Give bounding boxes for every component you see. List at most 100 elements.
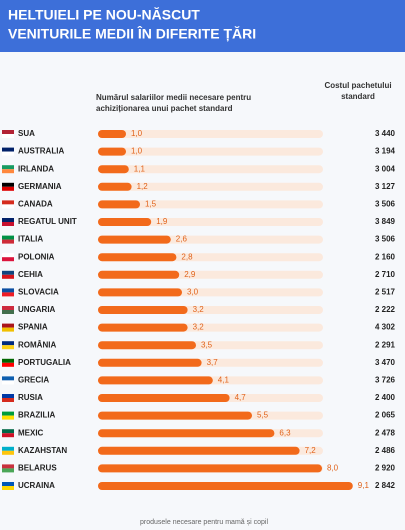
country-label: SUA: [18, 129, 35, 138]
value-label: 3,0: [187, 288, 199, 297]
value-header-box: Numărul salariilor medii necesare pentru…: [96, 93, 252, 113]
flag: [2, 464, 14, 469]
flag: [2, 482, 14, 486]
country-label: SPANIA: [18, 323, 48, 332]
flag: [2, 239, 14, 244]
country-label: REGATUL UNIT: [18, 217, 77, 226]
flag: [2, 200, 14, 205]
cost-label: 2 478: [375, 428, 396, 437]
country-label: CANADA: [18, 200, 53, 209]
cost-label: 2 400: [375, 393, 396, 402]
flag: [2, 270, 14, 275]
bar: [98, 253, 177, 262]
value-label: 9,1: [358, 481, 370, 490]
value-label: 4,7: [235, 393, 247, 402]
cost-header: Costul pachetului standard: [324, 81, 392, 101]
value-header: Numărul salariilor medii necesare pentru…: [96, 93, 252, 113]
country-label: RUSIA: [18, 393, 43, 402]
flag: [2, 362, 14, 367]
flag: [2, 130, 14, 134]
flag: [2, 433, 14, 438]
bar: [98, 130, 126, 138]
flag: [2, 182, 14, 187]
flag: [2, 429, 14, 434]
value-label: 3,5: [201, 340, 213, 349]
flag: [2, 450, 14, 455]
flag: [2, 327, 14, 332]
bar-track: [98, 147, 323, 156]
flag: [2, 341, 14, 346]
cost-label: 2 920: [375, 464, 396, 473]
flag: [2, 446, 14, 451]
flag: [2, 310, 14, 314]
flag: [2, 323, 14, 328]
cost-label: 3 440: [375, 129, 396, 138]
flag: [2, 486, 14, 490]
bar-track: [98, 130, 323, 138]
country-label: SLOVACIA: [18, 288, 59, 297]
cost-label: 2 065: [375, 411, 396, 420]
country-label: UCRAINA: [18, 481, 55, 490]
country-label: CEHIA: [18, 270, 43, 279]
cost-label: 2 710: [375, 270, 396, 279]
country-label: MEXIC: [18, 428, 44, 437]
flag: [2, 468, 14, 473]
flag: [2, 204, 14, 209]
value-label: 1,1: [134, 164, 146, 173]
cost-label: 3 004: [375, 164, 396, 173]
flag: [2, 151, 14, 156]
country-label: BRAZILIA: [18, 411, 56, 420]
value-label: 8,0: [327, 464, 339, 473]
flag: [2, 288, 14, 293]
bar: [98, 394, 230, 402]
value-label: 1,0: [131, 129, 143, 138]
flag: [2, 380, 14, 385]
cost-label: 3 506: [375, 200, 396, 209]
bar: [98, 235, 171, 244]
value-label: 2,8: [181, 252, 193, 261]
country-label: ROMÂNIA: [18, 340, 56, 349]
flag: [2, 415, 14, 420]
value-label: 5,5: [257, 411, 269, 420]
flag: [2, 222, 14, 226]
bar-track: [98, 165, 323, 174]
bar: [98, 147, 126, 156]
bar: [98, 429, 275, 438]
country-label: POLONIA: [18, 252, 55, 261]
bar: [98, 165, 129, 174]
flag: [2, 134, 14, 138]
value-label: 1,5: [145, 200, 157, 209]
bar: [98, 376, 213, 385]
title-line: VENITURILE MEDII ÎN DIFERITE ȚĂRI: [8, 25, 256, 42]
cost-label: 3 470: [375, 358, 396, 367]
flag: [2, 345, 14, 350]
country-label: BELARUS: [18, 464, 57, 473]
cost-label: 2 160: [375, 252, 396, 261]
bar: [98, 482, 353, 490]
cost-label: 2 222: [375, 305, 396, 314]
value-label: 7,2: [305, 446, 317, 455]
bar: [98, 446, 300, 455]
bar: [98, 270, 180, 279]
bar-track: [98, 218, 323, 226]
flag: [2, 186, 14, 191]
country-label: GRECIA: [18, 376, 49, 385]
flag: [2, 292, 14, 297]
cost-label: 2 486: [375, 446, 396, 455]
bar: [98, 323, 188, 332]
flag: [2, 253, 14, 258]
cost-header-box: Costul pachetului standard: [324, 81, 392, 101]
flag: [2, 169, 14, 174]
cost-label: 3 194: [375, 147, 396, 156]
flag: [2, 411, 14, 416]
cost-label: 3 849: [375, 217, 396, 226]
footer: produsele necesare pentru mamă și copil: [140, 519, 268, 526]
value-label: 6,3: [279, 428, 291, 437]
value-label: 3,7: [207, 358, 219, 367]
cost-label: 2 842: [375, 481, 396, 490]
flag: [2, 274, 14, 279]
cost-label: 3 726: [375, 376, 396, 385]
bar: [98, 218, 152, 226]
cost-label: 2 517: [375, 288, 396, 297]
bar: [98, 464, 322, 473]
